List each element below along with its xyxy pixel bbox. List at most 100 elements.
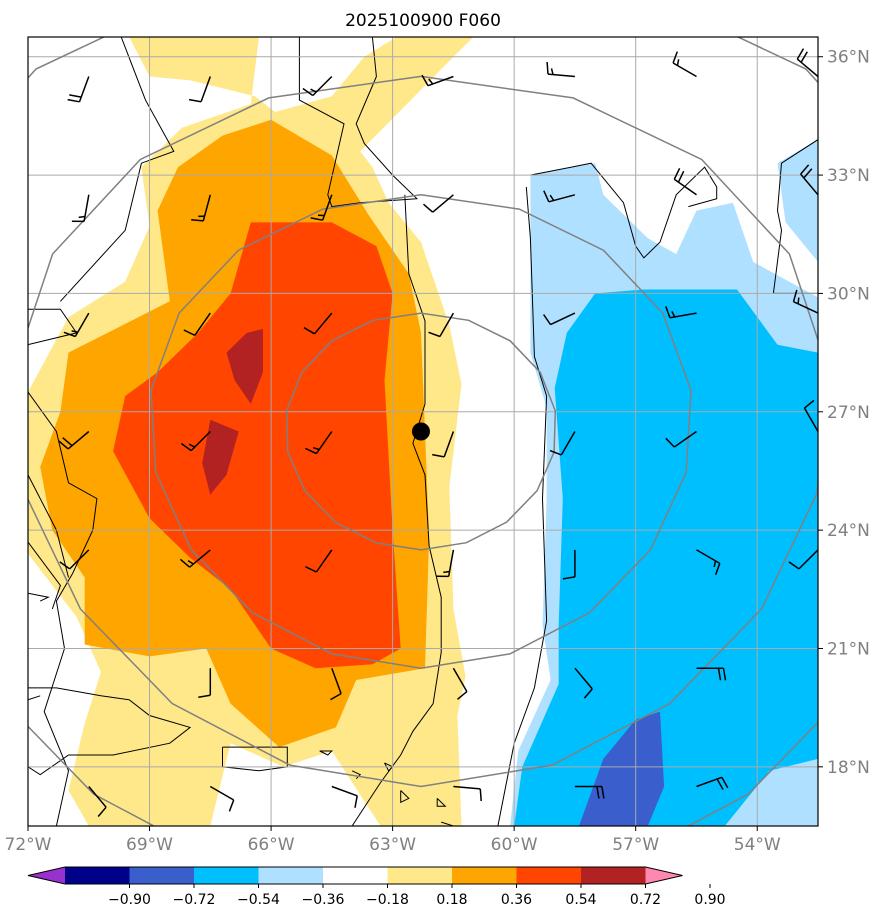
wind-barb	[191, 194, 212, 222]
coastline	[436, 798, 447, 807]
wind-barb	[696, 667, 727, 681]
wind-barbs	[58, 48, 849, 817]
wind-barb-flag	[721, 776, 729, 789]
wind-barb	[303, 312, 333, 335]
lat-tick-label: 30°N	[827, 284, 870, 304]
colorbar-tick-label: −0.90	[108, 892, 151, 908]
wind-barb	[67, 76, 90, 103]
lat-tick-label: 36°N	[827, 48, 870, 68]
lon-tick-label: 57°W	[612, 835, 659, 855]
wind-barb-flag	[714, 563, 721, 575]
wind-barb-flag	[800, 51, 808, 63]
plot-area	[28, 37, 849, 826]
lat-tick-label: 18°N	[827, 758, 870, 778]
coastline	[530, 162, 718, 259]
wind-barb-flag	[843, 777, 849, 788]
wind-barb-flag	[562, 576, 576, 580]
wind-barb-flag	[803, 168, 813, 179]
wind-barb-staff	[452, 667, 468, 692]
colorbar-outline	[27, 866, 683, 885]
wind-barb	[305, 549, 333, 573]
wind-barb-flag	[797, 297, 800, 304]
colorbar-tick-label: −0.54	[237, 892, 280, 908]
wind-barb-flag	[305, 447, 317, 455]
wind-barb-flag	[423, 203, 434, 213]
wind-barb-flag	[713, 560, 717, 568]
colorbar-tick-label: −0.72	[173, 892, 216, 908]
colorbar-segment	[258, 867, 324, 884]
wind-barb-staff	[673, 430, 697, 448]
wind-barb	[796, 48, 818, 78]
wind-barb-flag	[198, 694, 211, 698]
wind-barb	[63, 312, 90, 338]
colorbar-segment	[129, 867, 195, 884]
wind-barb	[58, 430, 90, 450]
lon-tick-label: 69°W	[126, 835, 173, 855]
wind-barb	[803, 399, 818, 432]
wind-barb-flag	[550, 68, 554, 75]
contour-fill--0.54	[579, 711, 665, 826]
wind-barb-flag	[677, 170, 685, 183]
lon-tick-label: 63°W	[369, 835, 416, 855]
colorbar-extend-high	[645, 867, 683, 884]
wind-barb	[672, 51, 697, 78]
colorbar-segment	[516, 867, 582, 884]
wind-barb-flag	[583, 688, 593, 699]
wind-barb	[183, 312, 211, 336]
coastline	[28, 687, 192, 776]
wind-barb	[180, 430, 211, 452]
wind-barb	[305, 431, 333, 455]
wind-barb	[788, 549, 818, 570]
colorbar-tick-label: 0.36	[501, 892, 532, 908]
wind-barb-flag	[67, 98, 80, 103]
wind-barb-flag	[665, 306, 671, 319]
wind-barb	[188, 76, 212, 103]
wind-barb-flag	[354, 795, 358, 808]
wind-barb-flag	[671, 311, 676, 318]
wind-barb-flag	[421, 74, 429, 87]
wind-barb-staff	[550, 312, 576, 326]
wind-barb	[665, 306, 697, 319]
wind-barb-staff	[313, 312, 333, 335]
wind-barb-flag	[716, 778, 724, 790]
wind-barb-flag	[191, 218, 204, 222]
wind-barb-flag	[188, 443, 196, 448]
wind-barb-flag	[428, 331, 441, 338]
wind-barb	[428, 312, 455, 338]
wind-barb	[302, 75, 333, 97]
wind-barb-staff	[798, 549, 818, 570]
contour-fill--0.18	[777, 139, 818, 262]
colorbar-segment	[323, 867, 388, 884]
wind-barb	[546, 61, 575, 78]
wind-barb-staff	[432, 194, 454, 213]
wind-barb-flag	[187, 560, 194, 565]
wind-barb-flag	[188, 98, 202, 103]
wind-barb	[421, 74, 454, 87]
contour-fill-0.54	[113, 222, 401, 669]
wind-barb-flag	[601, 786, 605, 799]
wind-barb-flag	[543, 190, 550, 203]
wind-barb	[209, 785, 235, 812]
coastline	[319, 750, 334, 756]
wind-barb	[436, 549, 455, 578]
colorbar-segment	[452, 867, 517, 884]
lon-tick-label: 66°W	[248, 835, 295, 855]
wind-barb-flag	[717, 668, 722, 681]
coastline	[351, 194, 442, 826]
colorbar-segment	[194, 867, 259, 884]
wind-barb	[453, 785, 482, 802]
wind-barb-flag	[457, 691, 468, 700]
gridlines	[28, 37, 818, 826]
wind-barb-staff	[88, 786, 107, 808]
wind-barb-flag	[302, 87, 314, 97]
wind-barb-staff	[817, 785, 818, 787]
wind-barb	[543, 190, 576, 203]
wind-barb	[330, 667, 342, 701]
wind-barb	[673, 167, 697, 196]
wind-barb	[665, 430, 697, 448]
wind-barb-flag	[800, 164, 810, 175]
wind-barb-staff	[315, 549, 333, 573]
wind-barb-flag	[839, 779, 845, 790]
wind-barb-staff	[200, 76, 212, 103]
coastline	[351, 770, 362, 780]
